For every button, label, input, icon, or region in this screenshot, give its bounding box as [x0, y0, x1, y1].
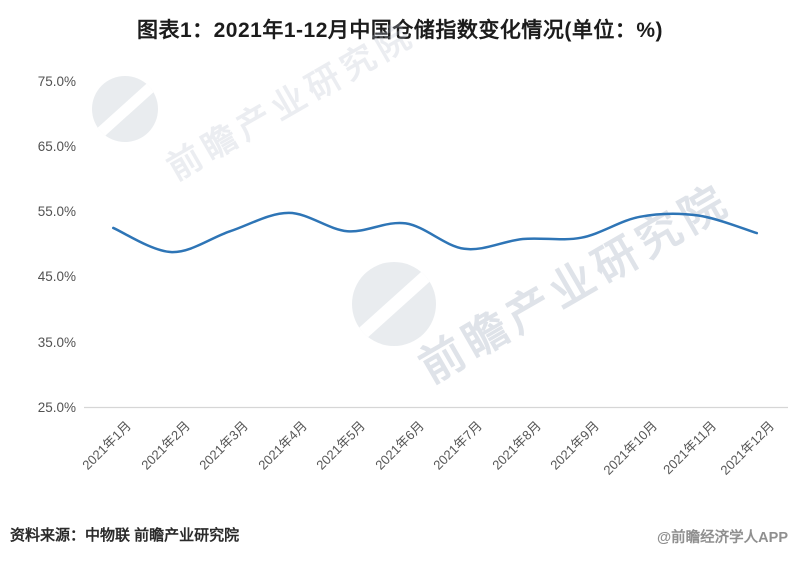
watermark-globe-logo	[352, 262, 436, 346]
watermark-text: 前瞻产业研究院	[411, 175, 740, 393]
x-axis-label: 2021年5月	[313, 418, 368, 473]
y-axis-tick-label: 55.0%	[37, 204, 76, 220]
y-axis-tick-label: 45.0%	[37, 269, 76, 285]
x-axis-label: 2021年11月	[659, 418, 719, 478]
y-axis-tick-label: 75.0%	[37, 73, 76, 89]
x-axis-label: 2021年1月	[79, 418, 134, 473]
watermark-globe-logo	[92, 76, 158, 142]
chart-title: 图表1：2021年1-12月中国仓储指数变化情况(单位：%)	[136, 19, 664, 42]
x-axis-label: 2021年7月	[430, 418, 485, 473]
x-axis-label: 2021年9月	[547, 418, 602, 473]
x-axis-label: 2021年4月	[254, 418, 310, 473]
x-axis-label: 2021年12月	[717, 418, 778, 478]
x-axis-label: 2021年8月	[488, 418, 544, 473]
y-axis-tick-label: 35.0%	[37, 334, 76, 350]
x-axis-label: 2021年6月	[371, 418, 427, 473]
x-axis-label: 2021年3月	[196, 418, 251, 473]
x-axis-label: 2021年2月	[137, 418, 193, 473]
y-axis-tick-label: 25.0%	[37, 400, 76, 415]
x-axis-label: 2021年10月	[600, 418, 661, 478]
app-credit: @前瞻经济学人APP	[657, 530, 788, 546]
source-note: 资料来源：中物联 前瞻产业研究院	[10, 527, 240, 544]
y-axis-tick-label: 65.0%	[37, 138, 76, 154]
